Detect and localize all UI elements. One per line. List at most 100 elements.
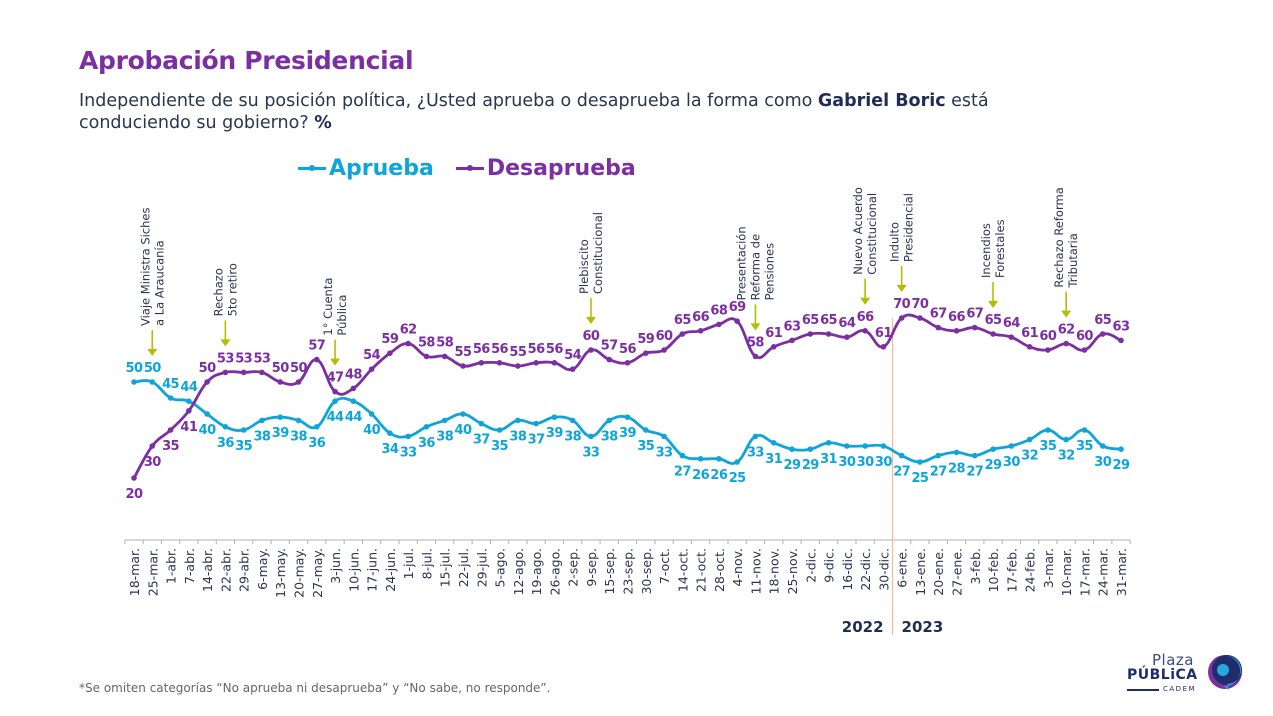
data-point-desaprueba <box>460 363 466 369</box>
data-label-desaprueba: 58 <box>747 335 764 350</box>
x-tick-label: 25-mar. <box>145 548 160 596</box>
x-tick-label: 7-abr. <box>182 548 197 584</box>
data-point-aprueba <box>770 440 777 446</box>
data-label-desaprueba: 41 <box>180 420 197 435</box>
data-point-aprueba <box>167 395 174 401</box>
data-point-aprueba <box>204 411 210 417</box>
data-label-desaprueba: 65 <box>674 313 691 328</box>
data-label-aprueba: 36 <box>418 436 435 451</box>
data-label-aprueba: 35 <box>1039 439 1056 454</box>
data-point-desaprueba <box>953 328 960 334</box>
data-label-desaprueba: 20 <box>126 487 143 502</box>
data-point-desaprueba <box>1081 347 1088 353</box>
logo-text-plaza: Plaza <box>1152 651 1194 669</box>
data-point-desaprueba <box>971 324 978 331</box>
data-point-aprueba <box>350 398 357 405</box>
x-tick-label: 13-ene. <box>913 548 928 596</box>
data-point-desaprueba <box>496 360 503 366</box>
data-label-desaprueba: 67 <box>930 307 947 322</box>
data-point-aprueba <box>880 443 887 449</box>
data-point-desaprueba <box>186 408 192 414</box>
event-annotation-label: a La Araucanía <box>152 240 166 326</box>
data-label-aprueba: 33 <box>582 445 599 460</box>
data-label-aprueba: 29 <box>802 458 819 473</box>
x-tick-label: 16-dic. <box>840 548 855 591</box>
data-point-desaprueba <box>880 344 887 350</box>
data-point-aprueba <box>515 417 521 424</box>
data-point-aprueba <box>551 414 558 421</box>
data-point-aprueba <box>186 398 192 405</box>
data-label-desaprueba: 50 <box>290 361 307 376</box>
data-label-aprueba: 40 <box>363 423 380 438</box>
data-point-desaprueba <box>240 369 247 376</box>
x-tick-label: 10-feb. <box>986 548 1001 592</box>
event-arrow-head-icon <box>147 349 158 356</box>
data-point-desaprueba <box>807 331 814 337</box>
data-label-aprueba: 34 <box>381 442 398 457</box>
data-point-desaprueba <box>332 388 338 395</box>
question-name: Gabriel Boric <box>817 91 946 111</box>
data-label-aprueba: 39 <box>272 426 289 441</box>
data-point-desaprueba <box>149 443 156 449</box>
x-tick-label: 22-jul. <box>456 548 471 587</box>
data-point-desaprueba <box>1008 334 1015 341</box>
data-label-desaprueba: 48 <box>345 367 362 382</box>
data-point-aprueba <box>935 452 942 459</box>
data-point-desaprueba <box>825 331 832 337</box>
data-point-aprueba <box>990 446 996 453</box>
data-point-desaprueba <box>167 427 174 433</box>
data-label-aprueba: 44 <box>345 410 362 425</box>
data-point-aprueba <box>898 452 905 459</box>
logo-underline <box>1127 689 1159 691</box>
data-point-aprueba <box>862 443 868 449</box>
data-point-aprueba <box>752 433 759 440</box>
data-point-aprueba <box>807 446 814 453</box>
x-tick-label: 7-oct. <box>657 548 672 584</box>
data-label-aprueba: 30 <box>875 455 892 470</box>
x-tick-label: 22-dic. <box>858 548 873 591</box>
data-point-desaprueba <box>898 315 905 321</box>
x-tick-label: 15-sep. <box>602 548 617 595</box>
x-tick-label: 3-jun. <box>328 548 343 584</box>
event-arrow-head-icon <box>220 339 231 347</box>
data-label-aprueba: 38 <box>564 429 581 444</box>
data-point-aprueba <box>971 452 978 459</box>
data-point-desaprueba <box>770 344 777 350</box>
data-label-desaprueba: 61 <box>765 326 782 341</box>
data-label-aprueba: 35 <box>637 439 654 454</box>
data-point-desaprueba <box>405 340 411 347</box>
data-point-aprueba <box>277 414 284 421</box>
data-label-aprueba: 39 <box>619 426 636 441</box>
event-annotation-label: Viaje Ministra Siches <box>138 208 152 327</box>
data-label-aprueba: 38 <box>290 429 307 444</box>
x-tick-label: 20-ene. <box>931 548 946 596</box>
data-point-desaprueba <box>862 328 868 334</box>
data-point-desaprueba <box>204 379 210 385</box>
x-tick-label: 29-jul. <box>474 548 489 587</box>
x-tick-label: 5-ago. <box>493 548 508 587</box>
data-label-aprueba: 36 <box>217 436 234 451</box>
data-point-aprueba <box>825 440 832 446</box>
x-tick-label: 12-ago. <box>511 548 526 595</box>
event-annotation-label: Forestales <box>993 219 1007 278</box>
data-point-desaprueba <box>533 360 539 366</box>
data-point-desaprueba <box>295 379 302 385</box>
data-point-aprueba <box>661 433 667 440</box>
data-label-aprueba: 27 <box>893 465 910 480</box>
event-arrow-head-icon <box>860 297 871 305</box>
data-label-desaprueba: 61 <box>875 326 892 341</box>
event-arrow-head-icon <box>750 323 761 331</box>
data-label-desaprueba: 60 <box>1039 329 1056 344</box>
data-label-aprueba: 26 <box>710 468 727 483</box>
data-point-desaprueba <box>313 356 320 363</box>
event-arrow-head-icon <box>988 301 999 308</box>
data-label-aprueba: 35 <box>491 439 508 454</box>
data-label-desaprueba: 60 <box>582 329 599 344</box>
data-label-desaprueba: 57 <box>601 339 618 354</box>
data-point-aprueba <box>1081 427 1088 433</box>
data-point-aprueba <box>405 433 411 440</box>
data-point-aprueba <box>734 459 740 465</box>
event-annotation-label: 5to retiro <box>225 263 239 316</box>
x-tick-label: 27-ene. <box>950 548 965 596</box>
x-tick-label: 22-abr. <box>218 548 233 592</box>
